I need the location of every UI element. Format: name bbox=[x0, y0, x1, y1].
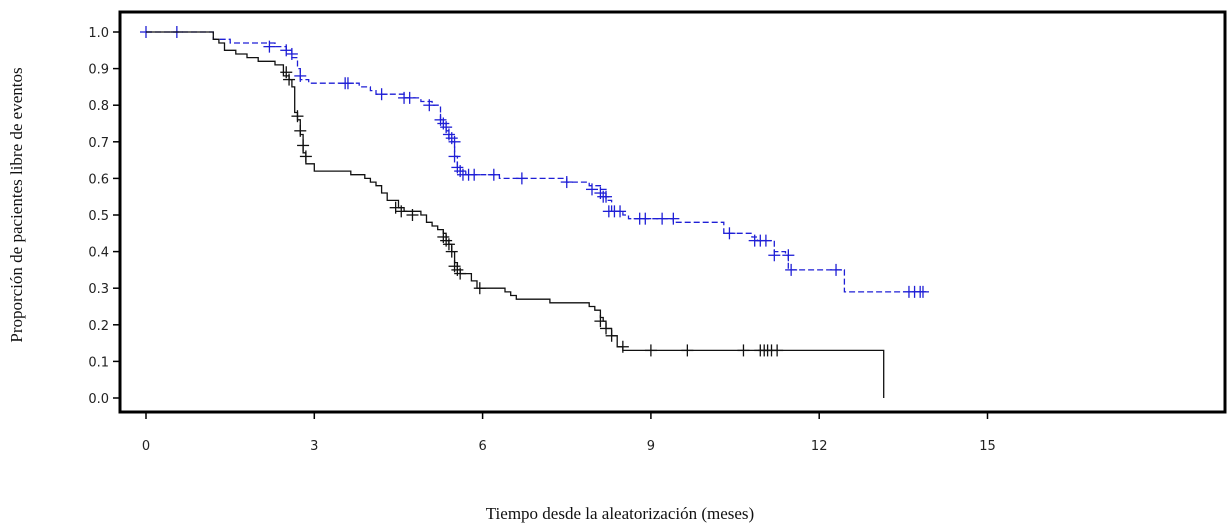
censor-mark bbox=[782, 249, 795, 262]
censor-mark bbox=[454, 267, 467, 280]
censor-mark bbox=[600, 190, 613, 203]
censor-mark bbox=[442, 238, 455, 251]
censor-mark bbox=[448, 150, 461, 163]
censor-mark bbox=[263, 40, 276, 53]
censor-mark bbox=[297, 139, 310, 152]
censor-mark bbox=[487, 168, 500, 181]
series-layer bbox=[140, 26, 929, 398]
censor-mark bbox=[830, 263, 843, 276]
censor-mark bbox=[341, 77, 354, 90]
censor-mark bbox=[403, 91, 416, 104]
censor-mark bbox=[667, 212, 680, 225]
censor-mark bbox=[600, 322, 613, 335]
censor-mark bbox=[737, 344, 750, 357]
censor-mark bbox=[299, 150, 312, 163]
y-tick-label: 0.6 bbox=[88, 172, 109, 187]
series-black_solid bbox=[146, 31, 885, 398]
censor-mark bbox=[656, 212, 669, 225]
censor-mark bbox=[406, 209, 419, 221]
censor-mark bbox=[473, 282, 486, 295]
x-axis-ticks: 0 3 6 9 12 15 bbox=[142, 412, 996, 454]
y-tick-label: 1.0 bbox=[88, 26, 109, 41]
censor-mark bbox=[771, 344, 784, 357]
censor-mark bbox=[445, 245, 458, 258]
censor-mark bbox=[294, 124, 307, 137]
series-blue_dashed bbox=[140, 26, 929, 298]
y-tick-label: 0.0 bbox=[88, 392, 109, 407]
censor-mark bbox=[560, 176, 573, 189]
censor-mark bbox=[515, 172, 528, 185]
censor-mark bbox=[594, 315, 607, 328]
censor-mark bbox=[395, 205, 408, 218]
y-axis-ticks: 0.0 0.1 0.2 0.3 0.4 0.5 0.6 0.7 0.8 0.9 1.0 bbox=[88, 26, 120, 407]
censor-mark bbox=[440, 121, 453, 134]
censor-mark bbox=[291, 110, 304, 123]
x-tick-label: 0 bbox=[142, 439, 150, 454]
y-tick-label: 0.1 bbox=[88, 355, 109, 370]
censor-mark bbox=[723, 227, 736, 240]
y-tick-label: 0.2 bbox=[88, 319, 109, 334]
y-tick-label: 0.3 bbox=[88, 282, 109, 297]
censor-mark bbox=[423, 99, 436, 112]
censor-mark bbox=[294, 69, 307, 82]
censor-mark bbox=[759, 234, 772, 247]
x-axis-title: Tiempo desde la aleatorización (meses) bbox=[486, 504, 754, 523]
x-tick-label: 6 bbox=[478, 439, 486, 454]
series-line-blue_dashed bbox=[146, 31, 926, 293]
series-line-black_solid bbox=[146, 31, 885, 398]
censor-mark bbox=[785, 263, 798, 276]
plot-frame bbox=[118, 10, 1227, 414]
censor-mark bbox=[681, 344, 694, 357]
y-tick-label: 0.8 bbox=[88, 99, 109, 114]
censor-mark bbox=[280, 66, 293, 79]
censor-mark bbox=[605, 329, 618, 342]
censor-mark bbox=[285, 47, 298, 60]
y-tick-label: 0.5 bbox=[88, 209, 109, 224]
censor-mark bbox=[448, 135, 461, 148]
censor-mark bbox=[916, 285, 929, 298]
censor-mark bbox=[616, 340, 629, 353]
y-axis-title: Proporción de pacientes libre de eventos bbox=[7, 67, 26, 342]
censor-mark bbox=[468, 168, 481, 181]
x-tick-label: 12 bbox=[811, 439, 828, 454]
censor-mark bbox=[283, 73, 296, 86]
y-tick-label: 0.7 bbox=[88, 136, 109, 151]
x-tick-label: 3 bbox=[310, 439, 318, 454]
censor-mark bbox=[614, 205, 627, 218]
x-tick-label: 9 bbox=[647, 439, 655, 454]
censor-mark bbox=[644, 344, 657, 357]
censor-mark bbox=[585, 183, 598, 196]
y-tick-label: 0.9 bbox=[88, 63, 109, 78]
censor-mark bbox=[375, 88, 388, 101]
y-tick-label: 0.4 bbox=[88, 246, 109, 261]
censor-mark bbox=[768, 249, 781, 262]
censor-mark bbox=[639, 212, 652, 225]
x-tick-label: 15 bbox=[979, 439, 996, 454]
